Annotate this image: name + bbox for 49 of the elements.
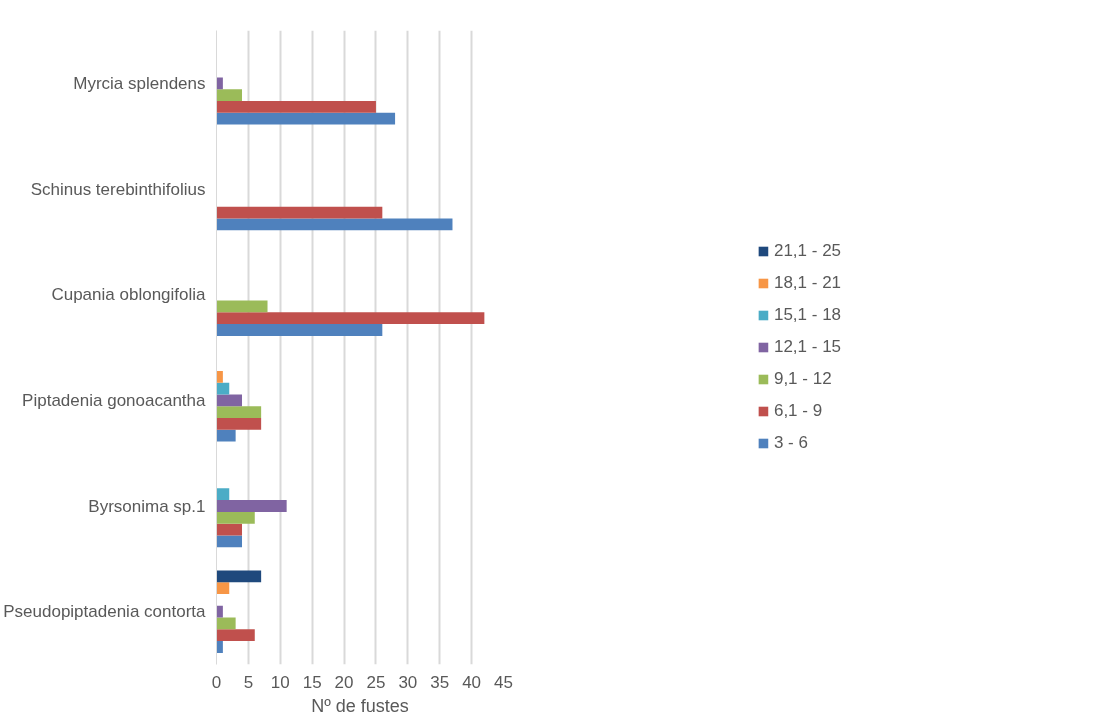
bar xyxy=(216,300,268,313)
bar xyxy=(216,629,255,642)
bar xyxy=(216,89,243,101)
x-tick-label: 10 xyxy=(270,672,290,692)
x-tick-label: 30 xyxy=(398,672,418,692)
x-tick-label: 40 xyxy=(462,672,482,692)
bar xyxy=(216,617,236,630)
legend-label: 3 - 6 xyxy=(773,433,808,453)
x-tick-label: 20 xyxy=(334,672,354,692)
bar xyxy=(216,523,243,536)
legend-label: 15,1 - 18 xyxy=(773,305,842,325)
legend-label: 12,1 - 15 xyxy=(773,337,842,357)
bar xyxy=(216,511,255,524)
bar xyxy=(216,417,262,430)
bar xyxy=(216,641,223,653)
y-tick-label: Schinus terebinthifolius xyxy=(30,179,206,199)
legend-label: 9,1 - 12 xyxy=(773,369,832,389)
x-tick-label: 5 xyxy=(243,672,254,692)
bar xyxy=(216,206,383,219)
bar xyxy=(216,429,236,442)
y-tick-label: Pseudopiptadenia contorta xyxy=(3,602,207,622)
legend-label: 6,1 - 9 xyxy=(773,401,823,421)
bar xyxy=(216,605,223,618)
x-tick-label: 25 xyxy=(366,672,386,692)
bar xyxy=(216,218,453,231)
bar xyxy=(216,488,230,501)
y-tick-label: Cupania oblongifolia xyxy=(51,285,207,305)
bar xyxy=(216,394,243,407)
bar xyxy=(216,570,262,583)
bar xyxy=(216,370,223,383)
x-tick-label: 0 xyxy=(211,672,222,692)
bar xyxy=(216,535,243,548)
bar xyxy=(216,312,485,325)
y-tick-label: Byrsonima sp.1 xyxy=(88,496,206,516)
bar xyxy=(216,324,383,336)
x-tick-label: 45 xyxy=(494,672,513,692)
legend-label: 21,1 - 25 xyxy=(773,241,842,261)
x-axis-title: Nº de fustes xyxy=(311,695,409,716)
x-tick-label: 15 xyxy=(302,672,322,692)
x-tick-label: 35 xyxy=(430,672,450,692)
bar xyxy=(216,112,396,125)
legend-label: 18,1 - 21 xyxy=(773,273,842,293)
bar xyxy=(216,500,287,512)
bar xyxy=(216,77,223,90)
bar xyxy=(216,406,262,418)
y-tick-label: Myrcia splendens xyxy=(73,73,206,93)
bar xyxy=(216,100,376,113)
bar xyxy=(216,582,230,595)
y-tick-label: Piptadenia gonoacantha xyxy=(22,390,207,410)
